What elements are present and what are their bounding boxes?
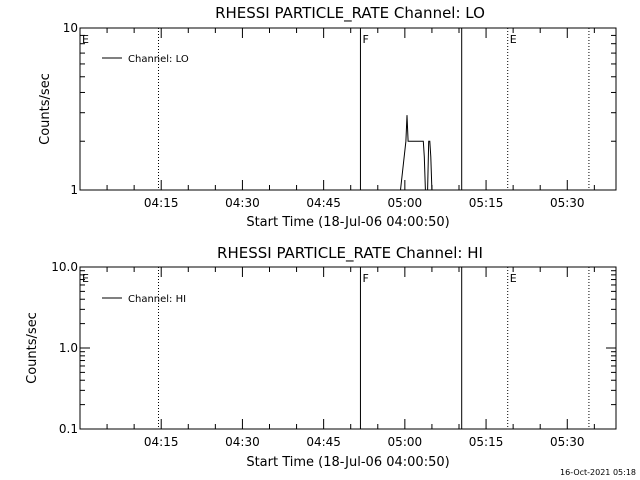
x-axis-label: Start Time (18-Jul-06 04:00:50) <box>246 215 449 230</box>
x-tick-label: 05:30 <box>550 196 585 210</box>
marker-label: F <box>362 272 368 285</box>
x-tick-label: 05:00 <box>388 435 423 449</box>
plot-frame <box>79 266 617 430</box>
y-tick-label: 1 <box>70 183 78 197</box>
y-axis-label: Counts/sec <box>38 73 53 145</box>
marker-label: F <box>362 33 368 46</box>
x-tick-label: 05:00 <box>388 196 423 210</box>
y-axis-label: Counts/sec <box>25 312 40 384</box>
legend-label: Channel: HI <box>128 294 186 305</box>
x-tick-label: 04:45 <box>306 196 341 210</box>
legend-label: Channel: LO <box>128 54 189 65</box>
y-axis-ticks: 1 10 <box>63 21 616 197</box>
panel-hi: RHESSI PARTICLE_RATE Channel: HI E F E 0.1… <box>25 244 617 470</box>
marker-label: E <box>510 272 517 285</box>
x-tick-label: 05:30 <box>550 435 585 449</box>
timestamp-label: 16-Oct-2021 05:18 <box>560 468 636 477</box>
x-axis-ticks: 04:15 04:30 04:45 05:00 05:15 05:30 <box>106 28 595 210</box>
x-tick-label: 04:30 <box>225 435 260 449</box>
plot-frame <box>79 27 617 191</box>
x-tick-label: 04:15 <box>144 196 179 210</box>
y-tick-label: 1.0 <box>59 341 78 355</box>
x-tick-label: 05:15 <box>469 196 504 210</box>
marker-label: E <box>82 33 89 46</box>
x-axis-ticks: 04:15 04:30 04:45 05:00 05:15 05:30 <box>106 267 595 449</box>
y-tick-label: 10 <box>63 21 78 35</box>
marker-label: E <box>510 33 517 46</box>
panel-lo: RHESSI PARTICLE_RATE Channel: LO E F E 1 10… <box>38 4 617 230</box>
marker-label: E <box>82 272 89 285</box>
x-tick-label: 04:15 <box>144 435 179 449</box>
y-tick-label: 10.0 <box>51 260 78 274</box>
x-tick-label: 05:15 <box>469 435 504 449</box>
y-tick-label: 0.1 <box>59 422 78 436</box>
x-axis-label: Start Time (18-Jul-06 04:00:50) <box>246 455 449 470</box>
chart-title: RHESSI PARTICLE_RATE Channel: HI <box>217 244 483 263</box>
chart-title: RHESSI PARTICLE_RATE Channel: LO <box>215 4 485 23</box>
x-tick-label: 04:30 <box>225 196 260 210</box>
series-line-lo <box>400 115 433 191</box>
y-axis-ticks: 0.1 1.0 10.0 <box>51 260 616 436</box>
x-tick-label: 04:45 <box>306 435 341 449</box>
